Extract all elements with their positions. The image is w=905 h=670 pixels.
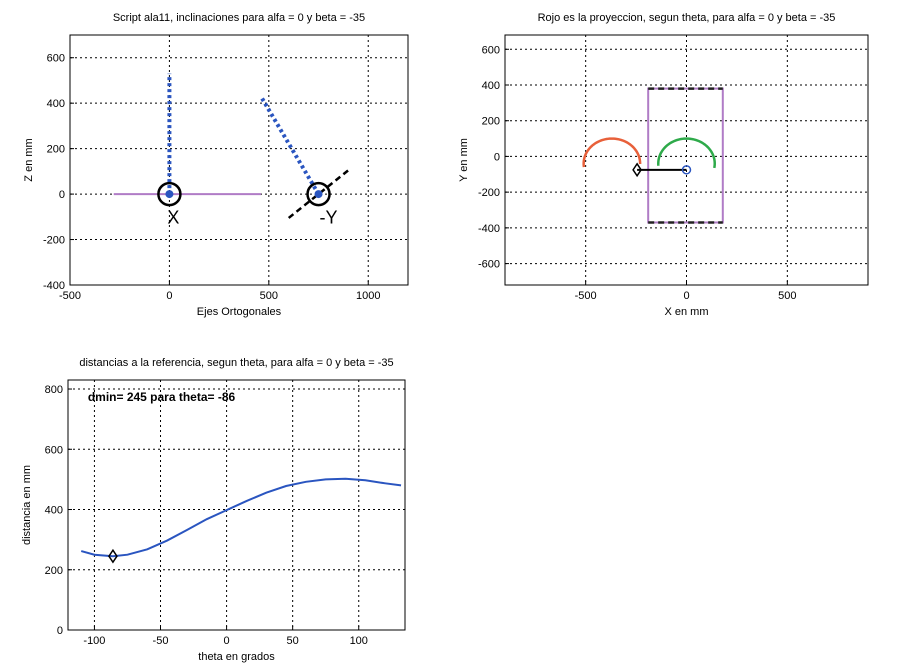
chart-3: -100 -50 0 50 100 0 200 400 600 800 distancias a l… — [21, 357, 406, 663]
x-tick-label: 0 — [224, 635, 230, 647]
x-tick-label: 1000 — [356, 290, 380, 302]
chart-2: -500 0 500 -600 -400 -200 0 200 400 600 Rojo es la… — [458, 12, 869, 318]
chart-title: Rojo es la proyeccion, segun theta, para… — [538, 12, 836, 24]
y-tick-label: 0 — [57, 625, 63, 637]
arc-series — [657, 137, 716, 169]
series-line — [259, 95, 321, 196]
axes-box — [69, 34, 409, 286]
y-tick-label: -200 — [43, 235, 65, 247]
x-tick-label: 0 — [683, 290, 689, 302]
x-tick-label: -50 — [153, 635, 169, 647]
y-tick-label: 200 — [45, 565, 63, 577]
x-tick-label: 100 — [350, 635, 368, 647]
axes-box — [67, 379, 406, 631]
minimum-marker — [632, 162, 642, 178]
x-tick-label: 0 — [166, 290, 172, 302]
axis-center-dot — [165, 190, 174, 199]
y-tick-label: -400 — [43, 280, 65, 292]
axis-center-dot — [314, 190, 323, 199]
x-tick-label: -500 — [59, 290, 81, 302]
minimum-marker — [108, 548, 118, 564]
y-tick-label: 0 — [59, 189, 65, 201]
y-tick-label: 400 — [47, 98, 65, 110]
y-tick-label: -400 — [478, 223, 500, 235]
y-tick-label: 400 — [482, 80, 500, 92]
annotation-label: dmin= 245 para theta= -86 — [88, 390, 236, 404]
chart-1: -500 0 500 1000 -400 -200 0 200 400 600 Script ala… — [23, 12, 409, 318]
y-axis-label: Z en mm — [23, 138, 35, 181]
series-line — [80, 477, 402, 558]
chart-title: Script ala11, inclinaciones para alfa = … — [113, 12, 365, 24]
arc-series — [582, 137, 642, 168]
x-tick-label: 500 — [260, 290, 278, 302]
range-rectangle — [647, 87, 724, 224]
y-tick-label: 600 — [45, 444, 63, 456]
y-tick-label: 600 — [47, 53, 65, 65]
axis-ring-marker — [157, 181, 182, 207]
y-axis-label: Y en mm — [458, 138, 470, 182]
y-tick-label: 0 — [494, 151, 500, 163]
y-tick-label: 600 — [482, 44, 500, 56]
y-tick-label: 200 — [47, 144, 65, 156]
chart-title: distancias a la referencia, segun theta,… — [79, 357, 393, 369]
axis-ring-marker — [306, 181, 331, 207]
y-tick-label: 200 — [482, 116, 500, 128]
reference-point-marker — [681, 165, 692, 175]
annotation-label: X — [167, 208, 179, 228]
x-tick-label: -500 — [575, 290, 597, 302]
x-axis-label: Ejes Ortogonales — [197, 306, 282, 318]
y-axis-label: distancia en mm — [21, 465, 33, 545]
x-axis-label: theta en grados — [198, 651, 275, 663]
y-tick-label: -200 — [478, 187, 500, 199]
x-tick-label: -100 — [83, 635, 105, 647]
y-tick-label: 800 — [45, 384, 63, 396]
x-axis-label: X en mm — [664, 306, 708, 318]
y-tick-label: 400 — [45, 505, 63, 517]
y-tick-label: -600 — [478, 259, 500, 271]
x-tick-label: 50 — [287, 635, 299, 647]
series-line — [287, 169, 350, 219]
x-tick-label: 500 — [778, 290, 796, 302]
annotation-label: -Y — [319, 208, 337, 228]
